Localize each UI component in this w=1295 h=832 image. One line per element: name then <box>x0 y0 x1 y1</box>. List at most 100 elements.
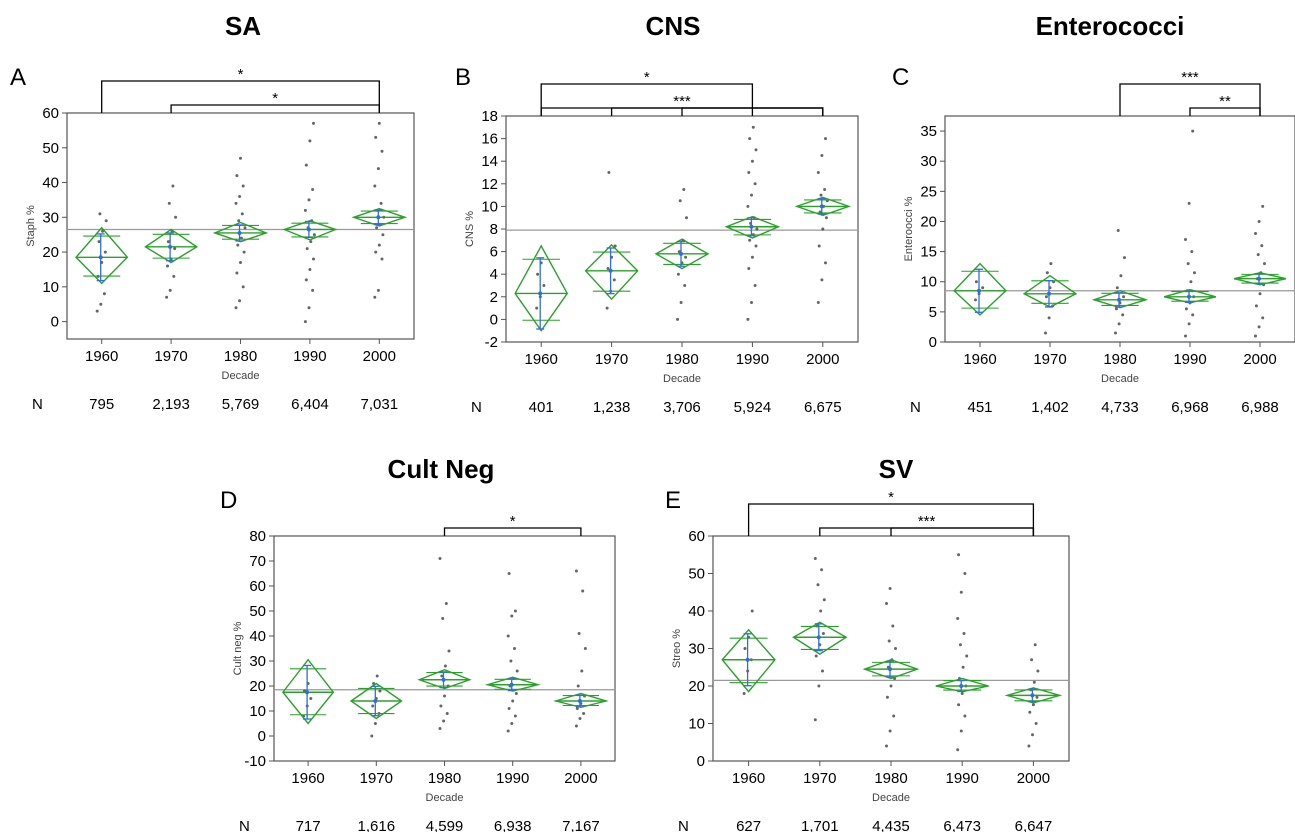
y-tick-label: 0 <box>51 314 59 331</box>
data-point <box>684 255 688 259</box>
data-point <box>1049 262 1053 266</box>
n-value: 4,599 <box>426 818 464 832</box>
n-value: 6,473 <box>943 818 981 832</box>
data-point <box>239 156 242 160</box>
data-point <box>607 171 611 174</box>
data-point <box>514 692 518 695</box>
data-point <box>821 227 825 231</box>
panel-title: SA <box>225 11 261 41</box>
means-diamond <box>514 244 569 332</box>
data-point <box>235 271 239 275</box>
y-tick-label: 20 <box>249 678 266 695</box>
data-point <box>974 298 977 302</box>
data-point <box>676 317 679 321</box>
data-point <box>174 215 178 219</box>
data-point <box>440 674 444 678</box>
data-point <box>438 727 442 730</box>
x-tick-label: 1980 <box>665 351 698 368</box>
y-tick-label: 60 <box>688 528 705 545</box>
y-tick-label: 25 <box>920 183 937 200</box>
significance-label: * <box>644 69 650 86</box>
mean-point <box>98 255 103 260</box>
data-point <box>750 300 753 304</box>
n-value: 2,193 <box>152 396 190 413</box>
y-tick-label: 40 <box>42 175 59 192</box>
data-point <box>309 697 313 700</box>
data-point <box>974 280 978 284</box>
data-point <box>1047 316 1051 320</box>
y-tick-label: -2 <box>485 334 498 351</box>
data-point <box>753 284 757 287</box>
data-point <box>1191 129 1195 133</box>
mean-point <box>816 635 821 640</box>
y-tick-label: 70 <box>249 553 266 570</box>
data-point <box>1114 331 1117 335</box>
data-point <box>813 557 817 560</box>
n-label: N <box>471 399 482 416</box>
data-point <box>1044 331 1047 335</box>
data-point <box>888 587 892 590</box>
data-point <box>311 187 315 191</box>
data-point <box>374 135 378 139</box>
data-point <box>309 240 313 244</box>
data-point <box>746 317 750 321</box>
data-point <box>824 216 828 220</box>
data-point <box>166 264 169 268</box>
panel-title: SV <box>879 454 914 484</box>
data-point <box>234 306 238 310</box>
data-point <box>98 212 102 216</box>
y-axis-title: Streo % <box>671 629 683 668</box>
data-point <box>1257 325 1261 329</box>
data-point <box>377 121 381 125</box>
data-point <box>755 227 759 231</box>
x-tick-label: 1970 <box>1033 351 1066 368</box>
y-axis-title: Staph % <box>25 205 37 247</box>
data-point <box>171 184 175 188</box>
x-tick-label: 1990 <box>736 351 769 368</box>
data-point <box>578 717 582 720</box>
n-value: 3,706 <box>663 399 701 416</box>
data-point <box>237 219 241 223</box>
data-point <box>172 274 176 278</box>
data-point <box>748 238 752 242</box>
data-point <box>1115 286 1119 290</box>
data-point <box>305 247 309 251</box>
data-point <box>241 184 245 188</box>
data-point <box>679 300 683 304</box>
data-point <box>166 240 170 244</box>
x-tick-label: 1960 <box>85 348 118 365</box>
data-point <box>748 137 752 141</box>
n-label: N <box>678 818 689 832</box>
data-point <box>1254 334 1257 338</box>
significance-label: *** <box>673 93 691 110</box>
data-point <box>1119 274 1123 278</box>
data-point <box>308 267 312 271</box>
data-point <box>307 198 311 202</box>
mean-point <box>888 667 892 672</box>
data-point <box>743 647 747 650</box>
data-point <box>887 639 891 643</box>
mean-point <box>1047 291 1051 296</box>
data-point <box>750 255 754 259</box>
x-tick-label: 1960 <box>963 351 996 368</box>
data-point <box>894 647 897 650</box>
x-tick-label: 1990 <box>293 348 326 365</box>
mean-point <box>441 677 446 682</box>
mean-point <box>305 690 310 695</box>
data-point <box>312 121 315 125</box>
y-tick-label: 30 <box>920 153 937 170</box>
data-point <box>1187 322 1191 326</box>
n-value: 4,733 <box>1101 399 1139 416</box>
significance-bracket <box>540 83 754 116</box>
significance-label: *** <box>918 513 936 530</box>
data-point <box>582 712 586 715</box>
data-point <box>509 659 513 663</box>
data-point <box>378 689 382 693</box>
data-point <box>243 226 247 230</box>
y-tick-label: -10 <box>244 753 266 770</box>
data-point <box>376 167 380 171</box>
data-point <box>236 243 240 247</box>
data-point <box>580 669 584 673</box>
y-tick-label: 50 <box>42 140 59 157</box>
x-axis-title: Decade <box>872 792 910 804</box>
